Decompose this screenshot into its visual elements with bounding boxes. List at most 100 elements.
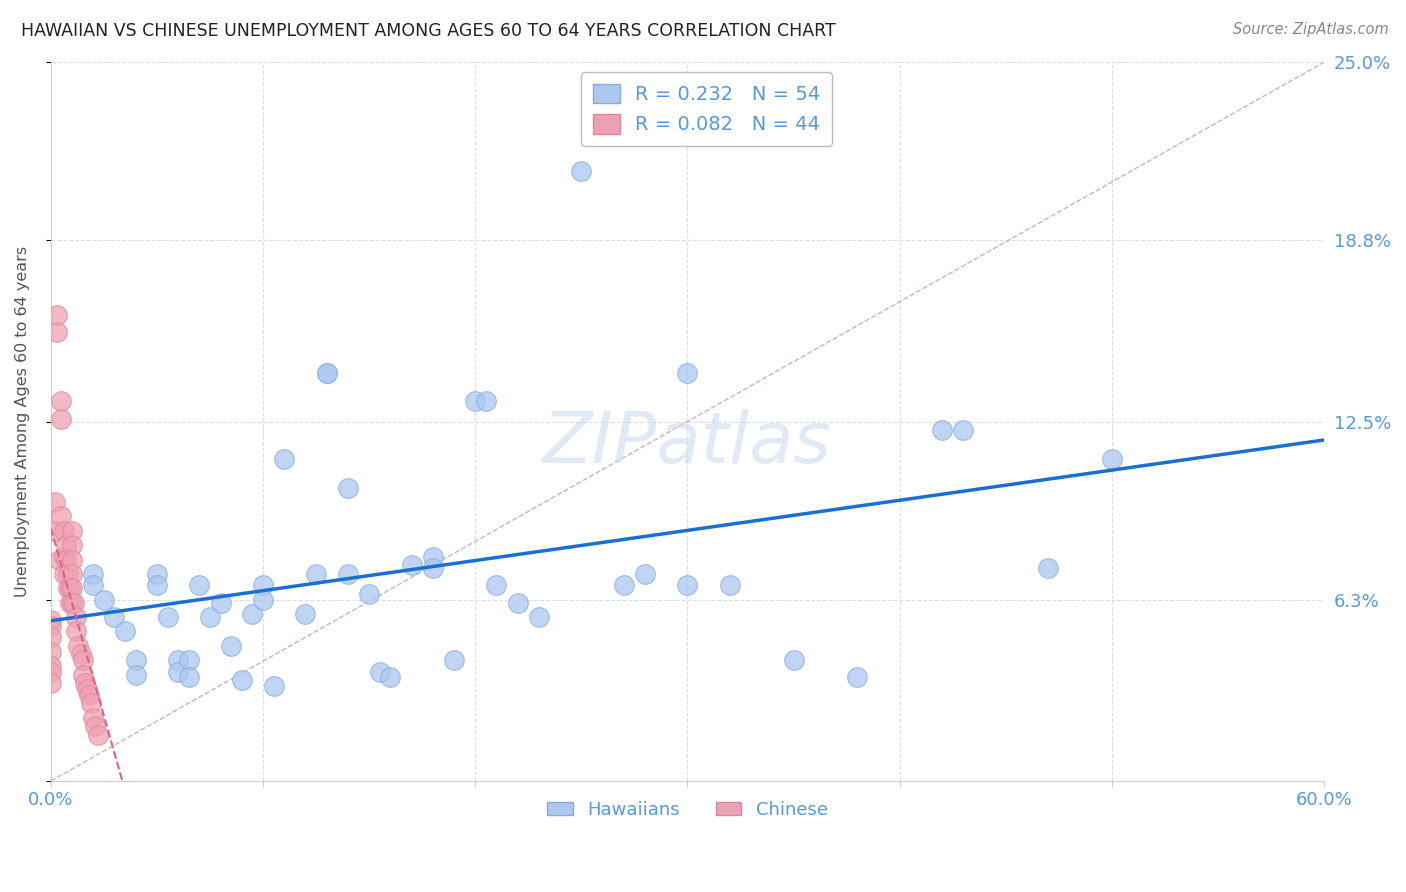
Point	[60, 552, 83, 566]
Point	[506, 596, 529, 610]
Point	[48, 552, 70, 566]
Point	[380, 671, 402, 685]
Point	[782, 653, 804, 667]
Point	[422, 561, 444, 575]
Point	[51, 394, 73, 409]
Point	[718, 578, 741, 592]
Point	[60, 538, 83, 552]
Point	[209, 596, 232, 610]
Point	[167, 653, 190, 667]
Point	[146, 566, 169, 581]
Point	[464, 394, 486, 409]
Point	[73, 676, 96, 690]
Point	[125, 667, 148, 681]
Text: Source: ZipAtlas.com: Source: ZipAtlas.com	[1233, 22, 1389, 37]
Point	[336, 566, 359, 581]
Point	[39, 618, 62, 632]
Point	[52, 566, 75, 581]
Point	[86, 728, 108, 742]
Point	[65, 624, 87, 639]
Point	[39, 676, 62, 690]
Point	[60, 582, 83, 596]
Point	[80, 697, 103, 711]
Point	[82, 711, 104, 725]
Point	[198, 610, 221, 624]
Y-axis label: Unemployment Among Ages 60 to 64 years: Unemployment Among Ages 60 to 64 years	[15, 246, 30, 597]
Point	[69, 648, 91, 662]
Point	[401, 558, 423, 573]
Point	[231, 673, 253, 688]
Point	[114, 624, 136, 639]
Point	[51, 411, 73, 425]
Point	[368, 665, 391, 679]
Point	[44, 495, 66, 509]
Point	[188, 578, 211, 592]
Point	[931, 423, 953, 437]
Point	[56, 566, 79, 581]
Point	[485, 578, 508, 592]
Point	[443, 653, 465, 667]
Point	[39, 644, 62, 658]
Point	[82, 566, 104, 581]
Point	[39, 613, 62, 627]
Point	[315, 366, 337, 380]
Point	[59, 582, 82, 596]
Point	[252, 578, 274, 592]
Point	[39, 630, 62, 644]
Point	[56, 582, 79, 596]
Legend: Hawaiians, Chinese: Hawaiians, Chinese	[540, 794, 835, 826]
Point	[527, 610, 550, 624]
Point	[93, 592, 115, 607]
Point	[305, 566, 328, 581]
Point	[65, 610, 87, 624]
Point	[177, 653, 200, 667]
Point	[72, 667, 94, 681]
Point	[359, 587, 381, 601]
Point	[52, 549, 75, 564]
Point	[475, 394, 498, 409]
Point	[67, 639, 90, 653]
Text: ZIPatlas: ZIPatlas	[543, 409, 832, 477]
Point	[55, 538, 77, 552]
Point	[177, 671, 200, 685]
Point	[60, 524, 83, 538]
Point	[846, 671, 869, 685]
Point	[634, 566, 657, 581]
Point	[60, 566, 83, 581]
Point	[167, 665, 190, 679]
Point	[252, 592, 274, 607]
Point	[569, 164, 592, 178]
Point	[146, 578, 169, 592]
Point	[63, 596, 86, 610]
Point	[1036, 561, 1059, 575]
Point	[46, 326, 69, 340]
Point	[59, 596, 82, 610]
Point	[103, 610, 125, 624]
Point	[39, 665, 62, 679]
Point	[263, 679, 285, 693]
Point	[676, 578, 699, 592]
Point	[156, 610, 179, 624]
Point	[77, 688, 100, 702]
Point	[84, 719, 107, 733]
Point	[336, 481, 359, 495]
Point	[219, 639, 242, 653]
Point	[676, 366, 699, 380]
Point	[55, 552, 77, 566]
Point	[72, 653, 94, 667]
Point	[52, 524, 75, 538]
Point	[422, 549, 444, 564]
Point	[46, 308, 69, 322]
Point	[1101, 452, 1123, 467]
Point	[952, 423, 974, 437]
Point	[82, 578, 104, 592]
Point	[315, 366, 337, 380]
Point	[125, 653, 148, 667]
Point	[294, 607, 316, 622]
Point	[51, 509, 73, 524]
Text: HAWAIIAN VS CHINESE UNEMPLOYMENT AMONG AGES 60 TO 64 YEARS CORRELATION CHART: HAWAIIAN VS CHINESE UNEMPLOYMENT AMONG A…	[21, 22, 835, 40]
Point	[273, 452, 295, 467]
Point	[242, 607, 264, 622]
Point	[39, 659, 62, 673]
Point	[613, 578, 636, 592]
